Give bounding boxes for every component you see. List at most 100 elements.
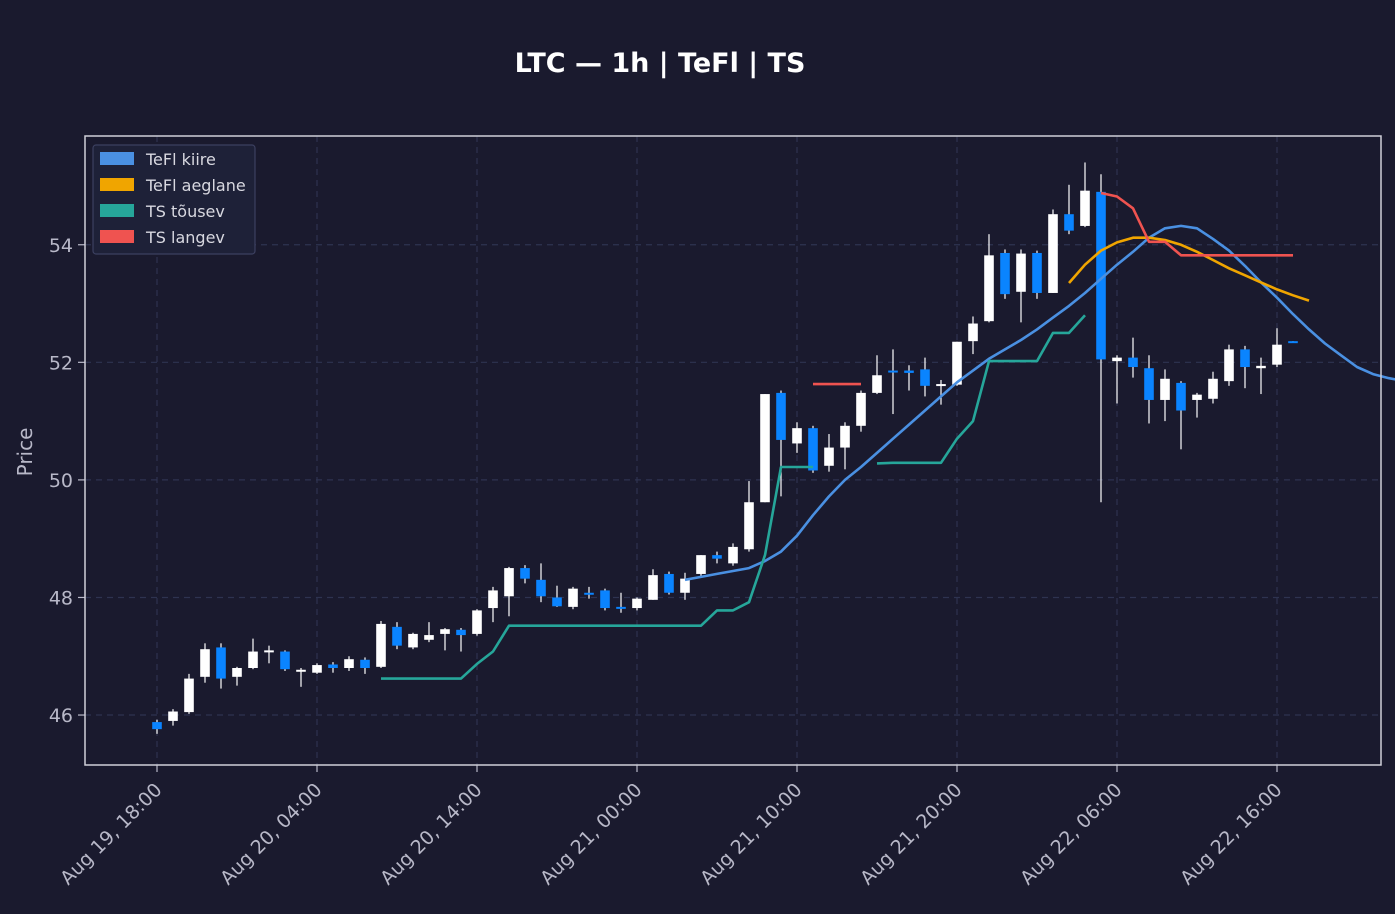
candle-body [760, 394, 770, 503]
candle [184, 673, 194, 714]
y-axis-label: Price [13, 428, 37, 477]
candle [696, 555, 706, 577]
candle [232, 666, 242, 686]
candle [904, 365, 914, 391]
candle [1240, 345, 1250, 389]
candle [872, 355, 882, 395]
y-tick-label: 50 [49, 470, 73, 492]
ts-t-usev-line [381, 465, 813, 680]
candle [1048, 209, 1058, 293]
legend-label: TeFl kiire [145, 150, 216, 169]
candle-body [936, 384, 946, 387]
candle-body [968, 323, 978, 342]
candle-body [1160, 378, 1170, 400]
candle [360, 657, 370, 674]
candle-body [408, 633, 418, 648]
candle [536, 563, 546, 603]
candle [952, 341, 962, 386]
candle [520, 565, 530, 584]
candle [168, 709, 178, 726]
candle-body [424, 635, 434, 640]
x-tick-label: Aug 22, 16:00 [1176, 779, 1286, 889]
legend-swatch [100, 152, 134, 165]
candle [488, 586, 498, 623]
candle [1000, 249, 1010, 299]
candle [472, 609, 482, 636]
y-tick-label: 46 [49, 705, 73, 727]
candle-body [728, 546, 738, 564]
candle [440, 628, 450, 651]
candle [648, 569, 658, 600]
candle-body [824, 447, 834, 466]
tefl-kiire-line [684, 224, 1395, 582]
candle-body [1192, 394, 1202, 400]
candle-body [216, 647, 226, 679]
candle [744, 481, 754, 552]
candle-body [600, 590, 610, 609]
candle-body [440, 629, 450, 634]
candle-body [1032, 252, 1042, 293]
candle [1288, 341, 1298, 344]
candle [200, 643, 210, 683]
candle [152, 719, 162, 734]
candle-body [344, 659, 354, 669]
candle [680, 572, 690, 600]
candle-body [1128, 357, 1138, 368]
x-tick-label: Aug 19, 18:00 [56, 779, 166, 889]
candle [856, 390, 866, 432]
candle-body [1096, 191, 1106, 360]
legend-swatch [100, 230, 134, 243]
candle [264, 645, 274, 664]
candle [712, 551, 722, 564]
candle-body [984, 255, 994, 322]
candle [312, 663, 322, 674]
candle-body [232, 668, 242, 677]
candle-body [1048, 214, 1058, 293]
candle-body [328, 664, 338, 669]
candle [344, 656, 354, 671]
candle [632, 597, 642, 611]
candle-body [1144, 368, 1154, 400]
candle-body [360, 659, 370, 669]
candle [1224, 344, 1234, 386]
candle [968, 316, 978, 355]
candle [920, 357, 930, 397]
candle [1272, 328, 1282, 368]
candle [792, 422, 802, 453]
candle [1192, 392, 1202, 418]
candle-body [1016, 253, 1026, 292]
candle-body [584, 592, 594, 595]
legend-swatch [100, 178, 134, 191]
candle [1112, 355, 1122, 404]
candle-body [152, 722, 162, 730]
candle [216, 643, 226, 689]
candle [728, 543, 738, 566]
x-tick-label: Aug 21, 20:00 [856, 779, 966, 889]
candle-body [456, 629, 466, 636]
candle [584, 586, 594, 599]
x-tick-label: Aug 20, 04:00 [216, 779, 326, 889]
candle-body [488, 590, 498, 609]
candle [840, 422, 850, 470]
ts-t-usev-line [876, 314, 1086, 465]
candle-body [472, 610, 482, 634]
candle-body [1272, 344, 1282, 365]
candle [616, 592, 626, 613]
plot-area [152, 162, 1395, 734]
candle [1032, 250, 1042, 299]
candle-body [808, 428, 818, 471]
legend-label: TeFl aeglane [145, 176, 246, 195]
ts-langev-line [1100, 191, 1293, 257]
candle-body [920, 369, 930, 386]
candle [1064, 184, 1074, 235]
candle-body [520, 568, 530, 579]
candle-body [888, 370, 898, 373]
candle-body [296, 669, 306, 672]
y-tick-label: 52 [49, 352, 73, 374]
candle [1144, 355, 1154, 424]
candle [760, 394, 770, 503]
candle-body [664, 573, 674, 593]
candle [776, 390, 786, 497]
candle [1080, 162, 1090, 228]
